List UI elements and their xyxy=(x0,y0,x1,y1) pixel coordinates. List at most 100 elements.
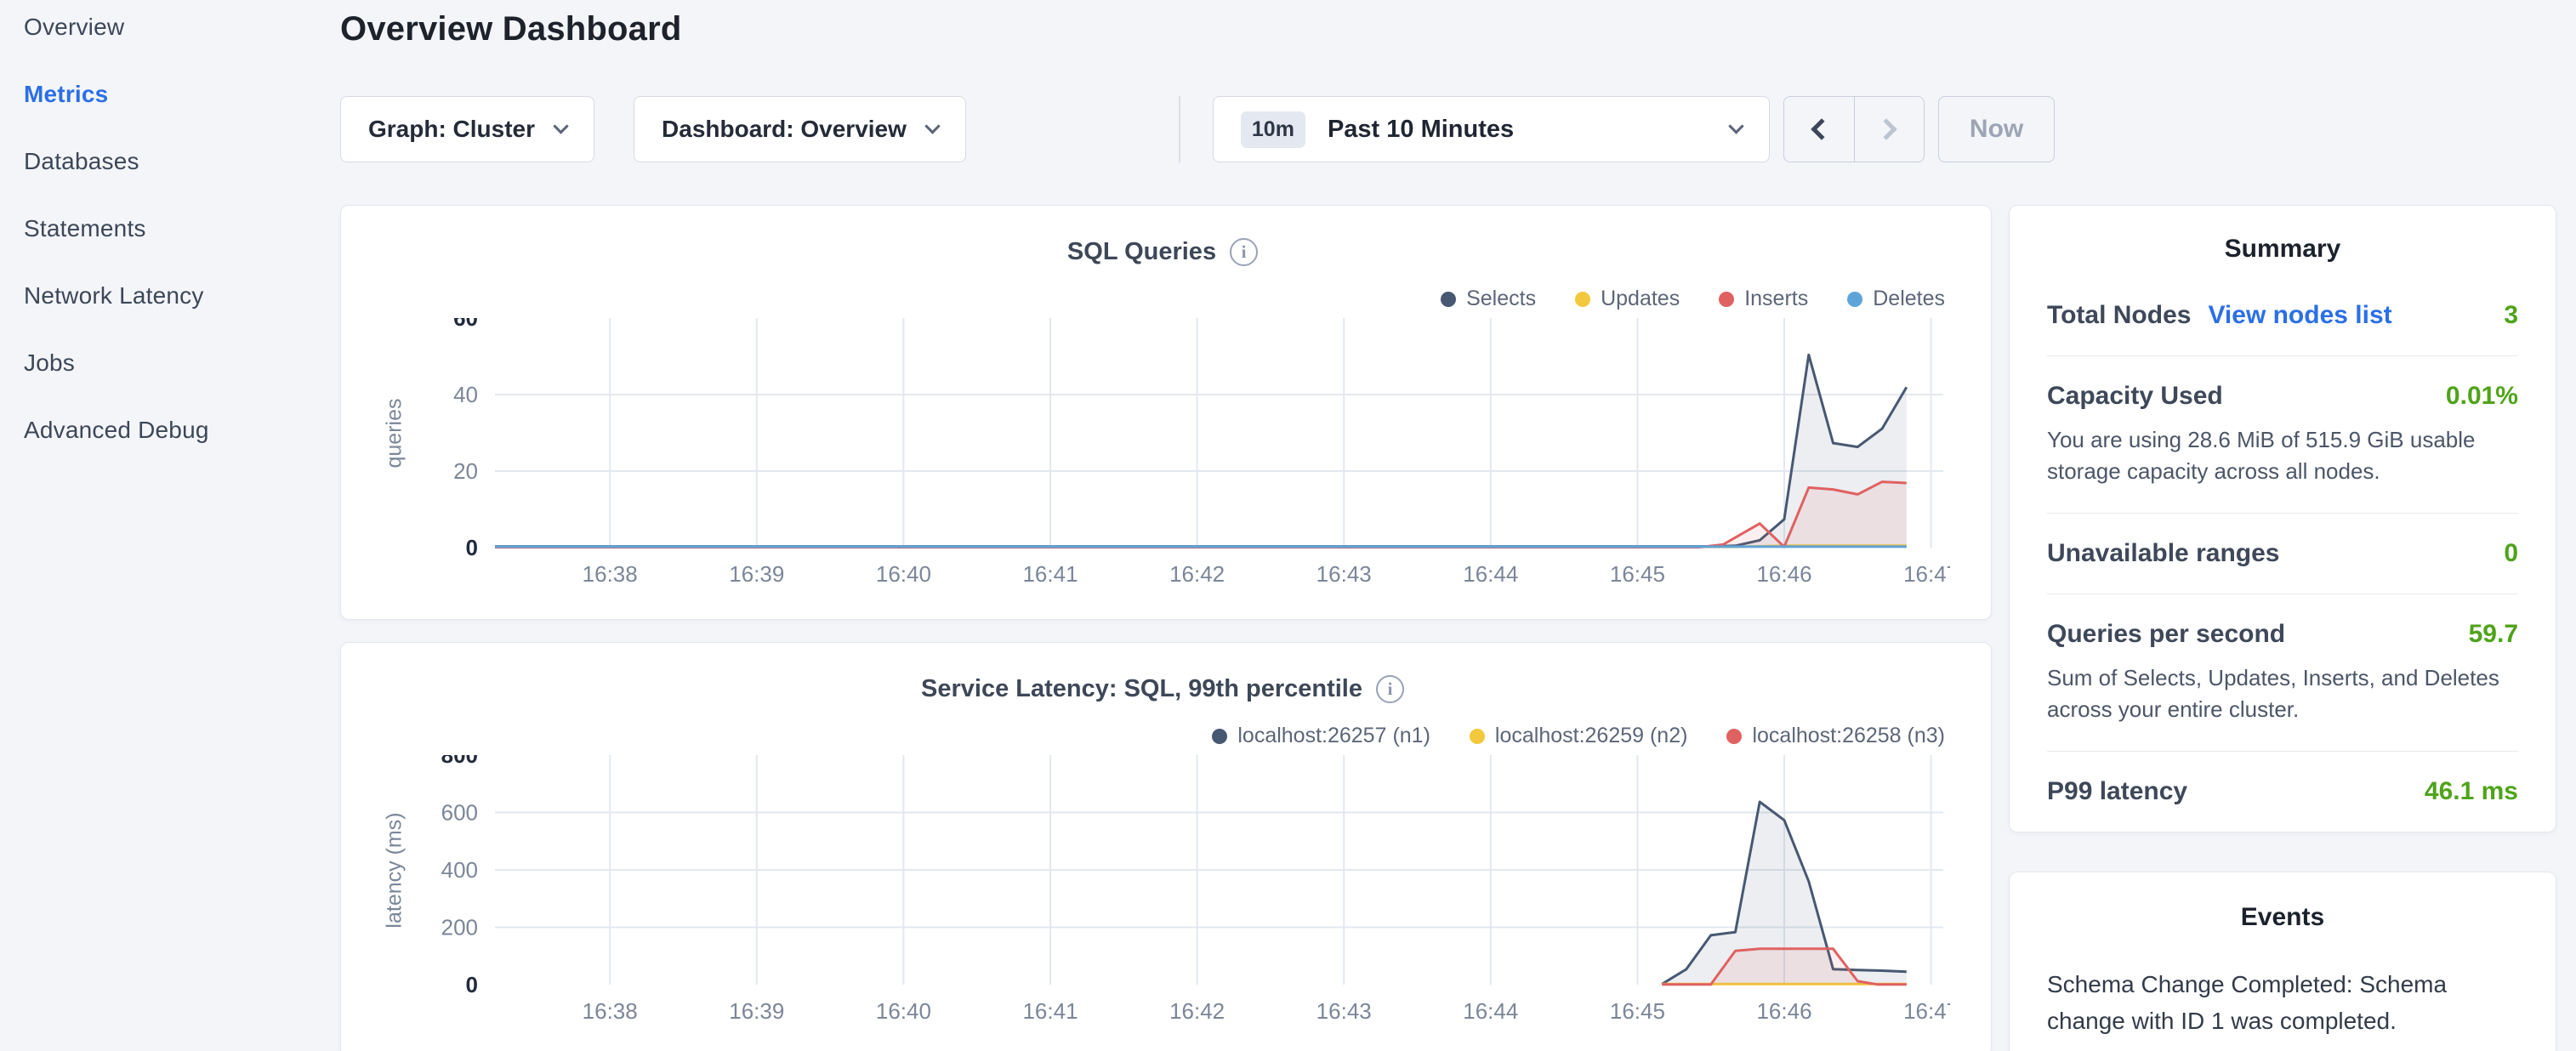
legend-item[interactable]: localhost:26257 (n1) xyxy=(1212,724,1430,748)
svg-text:16:47: 16:47 xyxy=(1903,998,1950,1024)
svg-text:600: 600 xyxy=(441,800,478,826)
svg-text:16:40: 16:40 xyxy=(876,998,931,1024)
legend-label: localhost:26258 (n3) xyxy=(1752,724,1945,747)
chevron-left-icon xyxy=(1811,118,1833,140)
svg-text:20: 20 xyxy=(453,458,478,484)
time-pager xyxy=(1783,96,1925,162)
prev-range-button[interactable] xyxy=(1784,97,1854,162)
svg-text:16:46: 16:46 xyxy=(1756,998,1811,1024)
summary-panel: Summary Total Nodes View nodes list 3 Ca… xyxy=(2009,205,2556,832)
sidebar-item-metrics[interactable]: Metrics xyxy=(24,81,109,107)
legend-label: localhost:26257 (n1) xyxy=(1237,724,1430,747)
toolbar: Graph: Cluster Dashboard: Overview 10m P… xyxy=(340,96,2576,162)
chart-legend: localhost:26257 (n1) localhost:26259 (n2)… xyxy=(375,724,1945,748)
summary-label: Queries per second xyxy=(2047,619,2286,648)
time-range-badge: 10m xyxy=(1240,111,1305,148)
legend-label: Deletes xyxy=(1873,287,1945,310)
svg-text:16:43: 16:43 xyxy=(1316,561,1372,587)
summary-row-unavailable-ranges: Unavailable ranges 0 xyxy=(2047,539,2518,568)
legend-label: Updates xyxy=(1601,287,1680,310)
svg-text:400: 400 xyxy=(441,857,478,883)
charts-column: SQL Queries i Selects Updates Inserts Delet… xyxy=(340,205,1992,1051)
legend-label: localhost:26259 (n2) xyxy=(1494,724,1688,747)
graph-dropdown-label: Graph: Cluster xyxy=(368,116,536,142)
legend-dot-icon xyxy=(1441,291,1457,307)
sql-queries-plot[interactable]: 16:38 16:39 16:40 16:41 16:42 16:43 16:44 16:45… xyxy=(414,318,1950,590)
now-button[interactable]: Now xyxy=(1937,96,2056,162)
svg-text:200: 200 xyxy=(441,915,478,940)
event-item[interactable]: Schema Change Completed: Schema change w… xyxy=(2047,970,2448,1035)
sql-queries-chart-card: SQL Queries i Selects Updates Inserts Delet… xyxy=(340,205,1992,620)
y-axis-label: latency (ms) xyxy=(382,811,407,929)
right-column: Summary Total Nodes View nodes list 3 Ca… xyxy=(2009,205,2556,1051)
svg-text:16:42: 16:42 xyxy=(1169,561,1225,587)
svg-text:40: 40 xyxy=(453,382,478,407)
summary-row-capacity-used: Capacity Used 0.01% xyxy=(2047,382,2518,411)
toolbar-divider xyxy=(1178,96,1180,162)
sidebar-item-network-latency[interactable]: Network Latency xyxy=(24,282,204,309)
summary-label: Unavailable ranges xyxy=(2047,538,2280,567)
svg-text:0: 0 xyxy=(466,972,478,997)
summary-row-p99-latency: P99 latency 46.1 ms xyxy=(2047,777,2518,806)
service-latency-plot[interactable]: 16:38 16:39 16:40 16:41 16:42 16:43 16:44 16:45… xyxy=(414,755,1950,1027)
svg-text:16:44: 16:44 xyxy=(1463,998,1518,1024)
sidebar-item-jobs[interactable]: Jobs xyxy=(24,349,75,376)
legend-item[interactable]: localhost:26259 (n2) xyxy=(1469,724,1688,748)
legend-item[interactable]: Inserts xyxy=(1719,287,1808,311)
svg-text:16:45: 16:45 xyxy=(1610,561,1665,587)
svg-text:16:40: 16:40 xyxy=(876,561,931,587)
chart-legend: Selects Updates Inserts Deletes xyxy=(375,287,1945,311)
sidebar-item-databases[interactable]: Databases xyxy=(24,148,139,174)
sidebar-item-overview[interactable]: Overview xyxy=(24,14,125,40)
svg-text:16:41: 16:41 xyxy=(1022,998,1078,1024)
time-range-label: Past 10 Minutes xyxy=(1327,115,1515,143)
summary-row-queries-per-second: Queries per second 59.7 xyxy=(2047,620,2518,649)
chevron-down-icon xyxy=(1728,118,1744,134)
info-icon[interactable]: i xyxy=(1230,238,1259,266)
summary-description: Sum of Selects, Updates, Inserts, and De… xyxy=(2047,664,2499,722)
chevron-down-icon xyxy=(924,118,941,134)
dashboard-dropdown-label: Dashboard: Overview xyxy=(662,116,907,142)
legend-item[interactable]: Selects xyxy=(1441,287,1536,311)
summary-value: 3 xyxy=(2504,301,2518,329)
legend-dot-icon xyxy=(1212,728,1228,744)
svg-text:16:42: 16:42 xyxy=(1169,998,1225,1024)
service-latency-chart-card: Service Latency: SQL, 99th percentile i … xyxy=(340,642,1992,1051)
y-axis-label: queries xyxy=(382,398,407,468)
svg-text:16:39: 16:39 xyxy=(729,998,784,1024)
legend-item[interactable]: Updates xyxy=(1575,287,1680,311)
events-heading: Events xyxy=(2240,902,2325,931)
sidebar: Overview Metrics Databases Statements Ne… xyxy=(0,0,340,1051)
legend-dot-icon xyxy=(1719,291,1735,307)
svg-text:16:44: 16:44 xyxy=(1463,561,1518,587)
legend-dot-icon xyxy=(1847,291,1863,307)
summary-row-total-nodes: Total Nodes View nodes list 3 xyxy=(2047,301,2518,330)
svg-text:800: 800 xyxy=(441,755,478,768)
svg-text:0: 0 xyxy=(466,535,478,560)
events-panel: Events Schema Change Completed: Schema c… xyxy=(2009,871,2556,1051)
svg-text:16:43: 16:43 xyxy=(1316,998,1372,1024)
divider xyxy=(2047,355,2518,356)
summary-label: Capacity Used xyxy=(2047,382,2223,410)
svg-text:16:39: 16:39 xyxy=(729,561,784,587)
svg-text:16:47: 16:47 xyxy=(1903,561,1950,587)
summary-description: You are using 28.6 MiB of 515.9 GiB usab… xyxy=(2047,427,2476,484)
time-range-dropdown[interactable]: 10m Past 10 Minutes xyxy=(1212,96,1770,162)
dashboard-dropdown[interactable]: Dashboard: Overview xyxy=(634,96,966,162)
view-nodes-list-link[interactable]: View nodes list xyxy=(2208,301,2392,329)
next-range-button[interactable] xyxy=(1853,97,1924,162)
svg-text:16:45: 16:45 xyxy=(1610,998,1665,1024)
summary-value: 46.1 ms xyxy=(2424,776,2518,805)
sidebar-item-advanced-debug[interactable]: Advanced Debug xyxy=(24,417,209,443)
legend-dot-icon xyxy=(1575,291,1591,307)
sidebar-item-statements[interactable]: Statements xyxy=(24,215,146,241)
chevron-right-icon xyxy=(1875,118,1898,140)
summary-value: 0.01% xyxy=(2445,382,2518,410)
legend-item[interactable]: Deletes xyxy=(1847,287,1945,311)
svg-text:16:41: 16:41 xyxy=(1022,561,1078,587)
legend-item[interactable]: localhost:26258 (n3) xyxy=(1726,724,1945,748)
dashboard-body: SQL Queries i Selects Updates Inserts Delet… xyxy=(340,205,2576,1051)
graph-dropdown[interactable]: Graph: Cluster xyxy=(340,96,595,162)
info-icon[interactable]: i xyxy=(1375,675,1404,703)
